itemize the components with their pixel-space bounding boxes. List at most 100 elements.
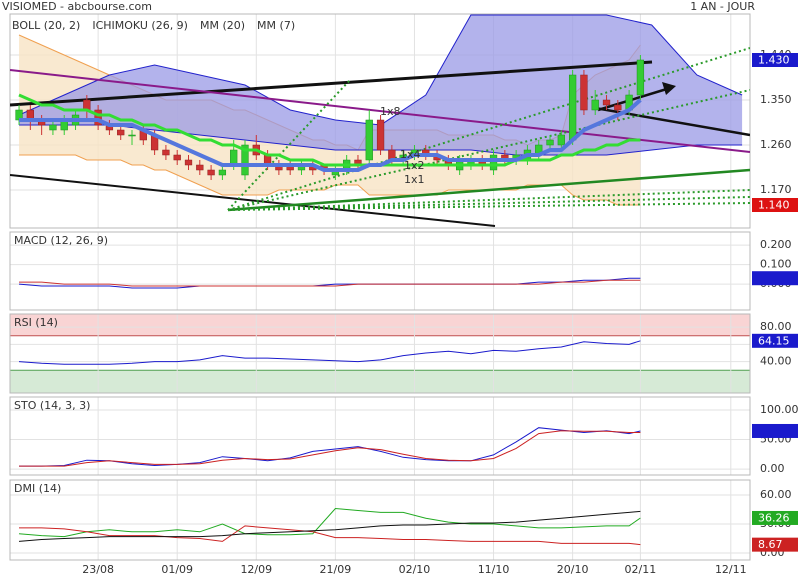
- annotation: 1x2: [404, 159, 425, 172]
- panel-frame: [9, 13, 751, 229]
- indicator-plot: [18, 277, 641, 289]
- panel-frame: [9, 479, 751, 561]
- panel-title: STO (14, 3, 3): [14, 399, 90, 412]
- value-box: [752, 333, 798, 348]
- x-tick-label: 21/09: [320, 563, 352, 576]
- oversold-zone: [10, 370, 750, 393]
- indicator-line: [18, 507, 641, 538]
- value-box: [752, 510, 798, 525]
- legend-entry: BOLL (20, 2): [12, 19, 80, 32]
- value-box-label: 1.140: [758, 199, 790, 212]
- x-tick-label: 02/10: [399, 563, 431, 576]
- indicator-line: [18, 510, 641, 542]
- value-box: [752, 423, 798, 438]
- value-box-label: 8.67: [758, 538, 783, 551]
- y-tick-label: 1.170: [760, 183, 792, 196]
- y-tick-label: 1.350: [760, 93, 792, 106]
- panel-background: [10, 397, 750, 475]
- candle-body: [184, 159, 193, 166]
- y-tick-label: 80.00: [760, 320, 792, 333]
- band-lower: [19, 154, 641, 206]
- value-box-label: 36.26: [758, 511, 790, 524]
- y-tick-label: 1.260: [760, 138, 792, 151]
- moving-average: [19, 98, 642, 172]
- panel-frame: [9, 231, 751, 311]
- value-box: [752, 537, 798, 552]
- legend-entry: MM (7): [257, 19, 295, 32]
- panel-title: RSI (14): [14, 316, 58, 329]
- candle-body: [568, 74, 577, 141]
- x-tick-label: 02/11: [625, 563, 657, 576]
- indicator-plot: [19, 427, 641, 467]
- panel-background: [10, 480, 750, 560]
- panel-frame: [9, 313, 751, 394]
- band-fill: [19, 15, 743, 155]
- trendline: [10, 60, 653, 107]
- indicator-plot: [18, 507, 641, 546]
- annotation: 1x1: [404, 173, 425, 186]
- panel-title: MACD (12, 26, 9): [14, 234, 108, 247]
- candle-body: [546, 139, 554, 146]
- value-box: [752, 53, 798, 67]
- trendlines: [10, 47, 750, 227]
- value-box: [752, 198, 798, 212]
- candle-body: [557, 134, 565, 146]
- annotation: 1x8: [380, 105, 401, 118]
- panel-background: [10, 232, 750, 310]
- y-tick-label: 0.00: [760, 462, 785, 475]
- overbought-zone: [10, 314, 750, 336]
- moving-average: [18, 93, 641, 167]
- candle-body: [636, 59, 645, 96]
- legend-entry: ICHIMOKU (26, 9): [92, 19, 188, 32]
- panel-frame: [9, 396, 751, 476]
- candle-body: [117, 129, 125, 136]
- candle-body: [376, 119, 385, 151]
- fan-lines: [227, 47, 750, 211]
- legend-entry: MM (20): [200, 19, 245, 32]
- x-tick-label: 01/09: [161, 563, 193, 576]
- y-tick-label: 60.00: [760, 488, 792, 501]
- y-tick-label: 100.00: [760, 403, 799, 416]
- indicator-line: [18, 340, 641, 365]
- candle-body: [602, 99, 611, 106]
- x-tick-label: 12/11: [715, 563, 747, 576]
- candle-body: [241, 144, 249, 176]
- value-box-label: 1.430: [758, 54, 790, 67]
- indicator-plot: [18, 340, 641, 365]
- indicator-line: [19, 427, 641, 467]
- candle-body: [614, 104, 622, 111]
- candle-body: [94, 109, 102, 126]
- value-box-label: 64.15: [758, 334, 790, 347]
- y-tick-label: 40.00: [760, 355, 792, 368]
- candle-body: [162, 149, 170, 156]
- panel-title: DMI (14): [14, 482, 61, 495]
- value-box: [752, 271, 798, 286]
- candles: [15, 55, 645, 180]
- indicator-line: [19, 525, 641, 546]
- y-tick-label: 0.100: [760, 258, 792, 271]
- candle-body: [489, 154, 498, 171]
- indicator-line: [19, 430, 641, 467]
- candle-body: [196, 164, 204, 171]
- candle-body: [230, 149, 238, 166]
- x-tick-label: 20/10: [557, 563, 589, 576]
- trendline: [10, 174, 496, 227]
- candle-body: [218, 169, 227, 176]
- y-tick-label: 0.200: [760, 238, 792, 251]
- candle-body: [128, 134, 136, 137]
- chart-subtitle: 1 AN - JOUR: [690, 0, 755, 13]
- candle-body: [591, 99, 599, 111]
- trendline: [227, 168, 750, 212]
- indicator-line: [18, 277, 641, 289]
- candle-body: [207, 169, 215, 176]
- x-tick-label: 23/08: [82, 563, 114, 576]
- candle-body: [580, 74, 588, 111]
- candle-body: [365, 119, 373, 161]
- candle-body: [49, 124, 57, 131]
- annotation: 1x4: [400, 148, 421, 161]
- candle-body: [173, 154, 181, 161]
- x-tick-label: 12/09: [240, 563, 272, 576]
- x-tick-label: 11/10: [478, 563, 510, 576]
- trendline: [10, 69, 750, 153]
